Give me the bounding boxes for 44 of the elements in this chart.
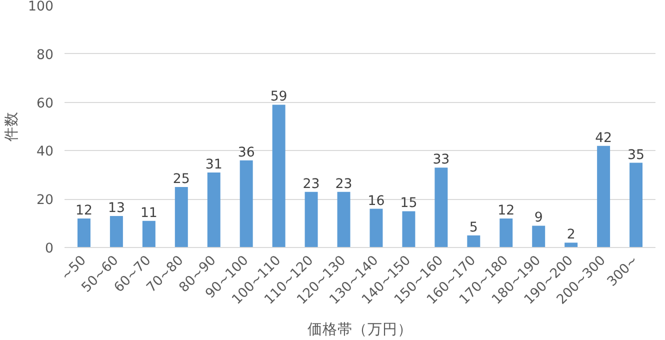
- bar: [240, 160, 253, 248]
- y-tick-label: 100: [28, 0, 54, 14]
- data-label: 23: [335, 176, 352, 192]
- data-label: 9: [534, 210, 543, 226]
- data-label: 16: [368, 194, 385, 209]
- y-tick-label: 80: [36, 48, 54, 63]
- data-label: 23: [302, 176, 320, 192]
- bar: [272, 104, 286, 248]
- bar: [174, 187, 188, 248]
- bar: [532, 226, 546, 248]
- data-label: 5: [469, 220, 478, 236]
- data-label: 11: [140, 206, 158, 221]
- data-label: 59: [270, 90, 288, 105]
- data-label: 13: [108, 201, 125, 216]
- data-label: 31: [205, 157, 222, 172]
- bar: [207, 172, 220, 248]
- data-label: 12: [498, 203, 515, 218]
- bar: [630, 162, 643, 248]
- y-tick-label: 40: [36, 144, 54, 160]
- bar: [370, 208, 383, 248]
- bar: [304, 192, 318, 248]
- bar: [402, 211, 416, 248]
- data-label: 12: [76, 203, 92, 218]
- y-axis-title: 件数: [3, 112, 20, 142]
- bar: [500, 218, 513, 248]
- bar: [77, 218, 90, 248]
- data-label: 42: [595, 130, 612, 146]
- x-axis-title: 価格帯（万円）: [308, 320, 412, 338]
- data-label: 2: [566, 228, 576, 243]
- bar: [564, 242, 578, 248]
- data-label: 36: [238, 145, 255, 160]
- y-tick-label: 20: [36, 193, 54, 208]
- y-tick-label: 60: [36, 96, 54, 112]
- bar: [142, 220, 156, 248]
- bar: [337, 192, 350, 248]
- data-label: 25: [172, 172, 190, 187]
- y-tick-label: 0: [45, 242, 54, 256]
- data-label: 35: [628, 148, 645, 163]
- bar: [434, 168, 448, 248]
- bar: [467, 235, 480, 248]
- data-label: 33: [432, 152, 450, 168]
- bar: [597, 146, 610, 248]
- bar: [110, 216, 123, 248]
- data-label: 15: [400, 196, 418, 212]
